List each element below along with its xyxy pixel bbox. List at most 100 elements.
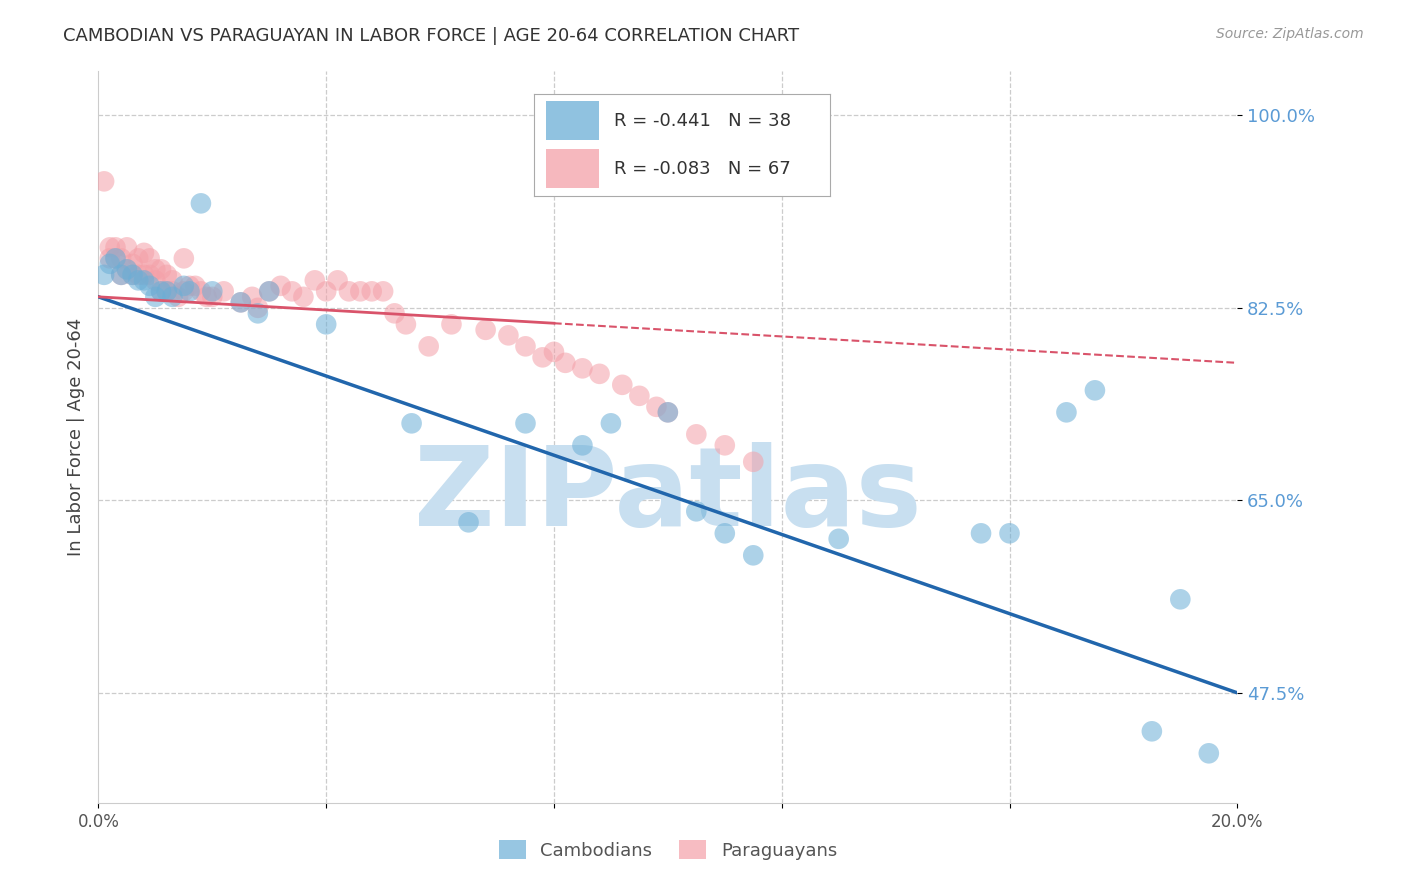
Point — [600, 417, 623, 431]
Point — [127, 273, 149, 287]
Point — [515, 417, 537, 431]
Point — [1084, 384, 1107, 398]
Point — [121, 257, 143, 271]
Point — [132, 273, 155, 287]
Point — [167, 290, 190, 304]
Point — [229, 295, 252, 310]
Point — [474, 323, 496, 337]
Point — [162, 273, 184, 287]
Text: R = -0.441   N = 38: R = -0.441 N = 38 — [614, 112, 792, 130]
Point — [259, 285, 281, 299]
Point — [150, 285, 173, 299]
Point — [515, 339, 537, 353]
Point — [373, 285, 395, 299]
Point — [145, 273, 167, 287]
Point — [588, 367, 610, 381]
Point — [401, 417, 423, 431]
Point — [156, 285, 179, 299]
Text: CAMBODIAN VS PARAGUAYAN IN LABOR FORCE | AGE 20-64 CORRELATION CHART: CAMBODIAN VS PARAGUAYAN IN LABOR FORCE |… — [63, 27, 800, 45]
Point — [714, 438, 737, 452]
Point — [304, 273, 326, 287]
Point — [184, 278, 207, 293]
Point — [127, 252, 149, 266]
Point — [138, 278, 160, 293]
Point — [138, 268, 160, 282]
Point — [190, 196, 212, 211]
Point — [571, 361, 593, 376]
Point — [173, 285, 195, 299]
Point — [98, 257, 121, 271]
Point — [554, 356, 576, 370]
Point — [104, 240, 127, 254]
Point — [156, 285, 179, 299]
Point — [498, 328, 520, 343]
Point — [93, 174, 115, 188]
Point — [828, 532, 851, 546]
Point — [229, 295, 252, 310]
Point — [326, 273, 349, 287]
Point — [714, 526, 737, 541]
Point — [628, 389, 651, 403]
Point — [1170, 592, 1192, 607]
Point — [259, 285, 281, 299]
Point — [1056, 405, 1078, 419]
Point — [190, 285, 212, 299]
Point — [457, 516, 479, 530]
Point — [998, 526, 1021, 541]
Point — [104, 252, 127, 266]
Point — [104, 252, 127, 266]
Point — [162, 290, 184, 304]
Text: R = -0.083   N = 67: R = -0.083 N = 67 — [614, 160, 790, 178]
Point — [1198, 747, 1220, 761]
Point — [418, 339, 440, 353]
Point — [360, 285, 382, 299]
Point — [121, 268, 143, 282]
Point — [970, 526, 993, 541]
Point — [179, 285, 201, 299]
Point — [127, 268, 149, 282]
Point — [246, 306, 269, 320]
Point — [281, 285, 304, 299]
Point — [571, 438, 593, 452]
Point — [240, 290, 263, 304]
Point — [531, 351, 554, 365]
Point — [110, 268, 132, 282]
Point — [440, 318, 463, 332]
Text: ZIPatlas: ZIPatlas — [413, 442, 922, 549]
Point — [132, 268, 155, 282]
Point — [115, 262, 138, 277]
Text: Source: ZipAtlas.com: Source: ZipAtlas.com — [1216, 27, 1364, 41]
Point — [110, 252, 132, 266]
Point — [349, 285, 371, 299]
Point — [292, 290, 315, 304]
Bar — [546, 101, 599, 140]
Point — [246, 301, 269, 315]
Point — [685, 427, 707, 442]
Point — [270, 278, 292, 293]
Y-axis label: In Labor Force | Age 20-64: In Labor Force | Age 20-64 — [66, 318, 84, 557]
Point — [173, 252, 195, 266]
Legend: Cambodians, Paraguayans: Cambodians, Paraguayans — [492, 833, 844, 867]
Point — [543, 344, 565, 359]
Point — [150, 262, 173, 277]
Point — [337, 285, 360, 299]
Point — [162, 285, 184, 299]
Point — [173, 278, 195, 293]
Point — [115, 262, 138, 277]
Point — [645, 400, 668, 414]
Point — [201, 285, 224, 299]
Point — [121, 268, 143, 282]
Point — [110, 268, 132, 282]
Point — [384, 306, 406, 320]
Point — [132, 245, 155, 260]
Point — [145, 290, 167, 304]
Point — [115, 240, 138, 254]
Point — [742, 549, 765, 563]
Point — [315, 318, 337, 332]
Point — [98, 240, 121, 254]
Point — [657, 405, 679, 419]
Point — [93, 268, 115, 282]
Point — [395, 318, 418, 332]
Point — [150, 285, 173, 299]
Point — [201, 290, 224, 304]
